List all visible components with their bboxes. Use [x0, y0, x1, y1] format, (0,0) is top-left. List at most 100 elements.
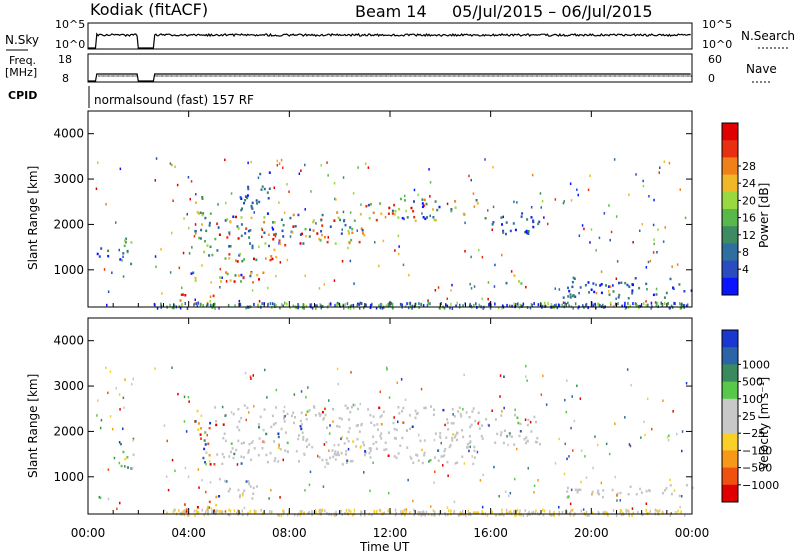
echo-cell — [566, 486, 569, 490]
echo-cell — [628, 285, 631, 288]
echo-cell — [203, 439, 206, 442]
echo-cell — [225, 280, 228, 283]
y-tick-label: 4000 — [53, 127, 84, 141]
echo-cell — [357, 407, 359, 411]
echo-cell — [363, 471, 365, 474]
echo-cell — [454, 200, 457, 203]
echo-cell — [329, 424, 331, 427]
colorbar-swatch — [722, 467, 738, 486]
echo-cell — [590, 288, 593, 291]
echo-cell — [444, 448, 447, 451]
echo-cell — [362, 441, 365, 444]
echo-cell — [638, 306, 640, 310]
echo-cell — [315, 222, 317, 225]
echo-cell — [446, 202, 449, 206]
echo-cell — [334, 458, 337, 461]
echo-cell — [433, 481, 435, 484]
echo-cell — [578, 291, 580, 295]
echo-cell — [519, 303, 521, 307]
echo-cell — [196, 510, 199, 514]
echo-cell — [195, 509, 198, 513]
echo-cell — [614, 422, 616, 425]
echo-cell — [516, 416, 519, 419]
echo-cell — [299, 511, 302, 515]
echo-cell — [511, 304, 513, 308]
echo-cell — [656, 509, 658, 513]
echo-cell — [513, 443, 516, 446]
echo-cell — [257, 453, 260, 457]
echo-cell — [492, 205, 495, 209]
echo-cell — [171, 231, 173, 235]
echo-cell — [488, 424, 490, 427]
echo-cell — [501, 508, 503, 512]
echo-cell — [206, 433, 208, 437]
echo-cell — [302, 303, 305, 307]
echo-cell — [350, 405, 353, 409]
echo-cell — [656, 301, 658, 305]
echo-cell — [259, 172, 262, 176]
echo-cell — [452, 433, 454, 436]
echo-cell — [463, 373, 465, 377]
echo-cell — [351, 513, 354, 517]
echo-cell — [300, 427, 303, 431]
echo-cell — [181, 286, 183, 290]
echo-cell — [427, 299, 429, 302]
echo-cell — [232, 215, 235, 218]
echo-cell — [266, 396, 268, 399]
echo-cell — [218, 306, 220, 310]
echo-cell — [229, 279, 232, 282]
echo-cell — [537, 222, 540, 226]
echo-cell — [357, 166, 359, 169]
echo-cell — [434, 219, 437, 222]
echo-cell — [348, 427, 351, 430]
echo-cell — [276, 164, 279, 167]
echo-cell — [524, 509, 526, 513]
echo-cell — [270, 255, 273, 258]
echo-cell — [253, 405, 255, 408]
echo-cell — [207, 509, 209, 513]
echo-cell — [580, 509, 583, 513]
echo-cell — [628, 193, 630, 196]
echo-cell — [163, 424, 166, 427]
echo-cell — [344, 223, 347, 227]
echo-cell — [334, 450, 337, 453]
echo-cell — [372, 415, 375, 418]
echo-cell — [609, 301, 612, 305]
echo-cell — [411, 304, 414, 308]
echo-cell — [459, 303, 461, 307]
echo-cell — [451, 436, 454, 440]
echo-cell — [309, 470, 312, 474]
echo-cell — [250, 377, 252, 380]
echo-cell — [275, 274, 277, 278]
echo-cell — [446, 421, 449, 425]
echo-cell — [608, 452, 611, 456]
echo-cell — [193, 303, 195, 307]
echo-cell — [578, 234, 581, 237]
echo-cell — [276, 159, 278, 163]
echo-cell — [190, 272, 193, 275]
echo-cell — [324, 509, 326, 513]
echo-cell — [212, 294, 215, 298]
echo-cell — [266, 191, 269, 194]
echo-cell — [398, 252, 400, 256]
echo-cell — [573, 419, 576, 423]
echo-cell — [504, 490, 507, 493]
echo-cell — [352, 303, 355, 307]
echo-cell — [643, 302, 645, 306]
echo-cell — [454, 462, 457, 465]
echo-cell — [571, 395, 573, 398]
echo-cell — [505, 508, 508, 512]
echo-cell — [627, 297, 630, 300]
echo-cell — [227, 303, 230, 307]
echo-cell — [501, 304, 504, 308]
echo-cell — [340, 451, 343, 455]
echo-cell — [447, 428, 450, 431]
echo-cell — [208, 460, 211, 463]
echo-cell — [197, 468, 200, 471]
nsky-tick-top: 10^5 — [55, 18, 85, 31]
echo-cell — [429, 181, 432, 184]
echo-cell — [282, 410, 285, 413]
echo-cell — [99, 496, 102, 500]
echo-cell — [680, 510, 682, 514]
